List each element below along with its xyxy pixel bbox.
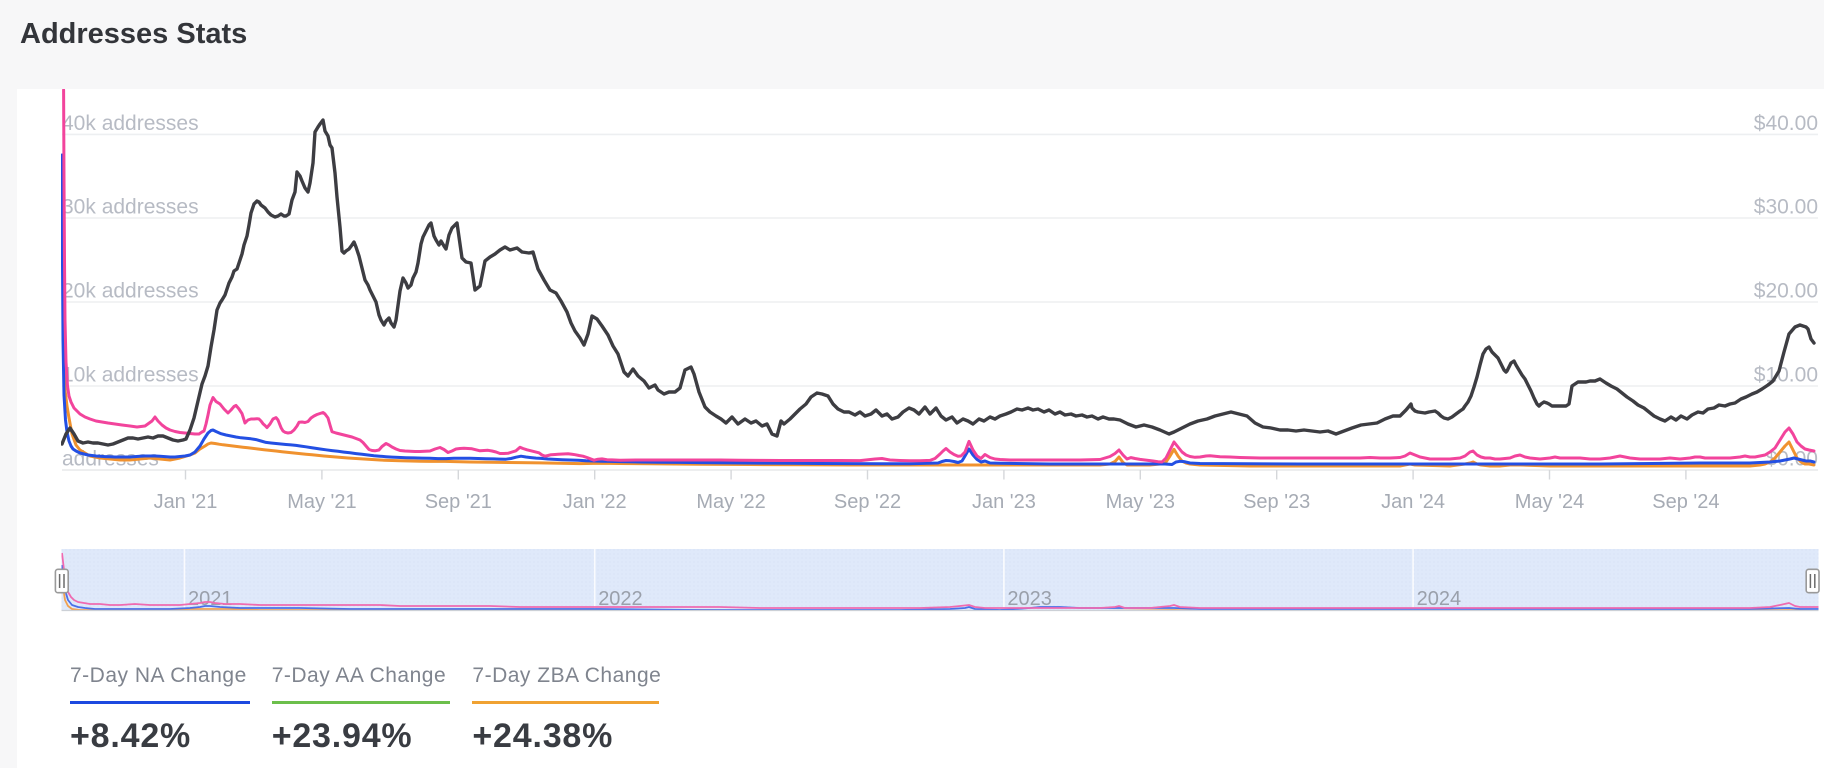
- svg-text:Sep '21: Sep '21: [425, 491, 492, 513]
- svg-text:40k addresses: 40k addresses: [62, 112, 199, 135]
- svg-text:$10.00: $10.00: [1754, 364, 1818, 387]
- svg-text:$40.00: $40.00: [1754, 112, 1818, 135]
- svg-text:May '24: May '24: [1515, 491, 1584, 513]
- svg-text:2022: 2022: [598, 588, 643, 610]
- svg-text:Sep '23: Sep '23: [1243, 491, 1310, 513]
- svg-text:Sep '22: Sep '22: [834, 491, 901, 513]
- svg-text:May '21: May '21: [287, 491, 356, 513]
- svg-text:2023: 2023: [1007, 588, 1052, 610]
- svg-text:$20.00: $20.00: [1754, 280, 1818, 303]
- svg-text:10k addresses: 10k addresses: [62, 364, 199, 387]
- svg-text:2024: 2024: [1417, 588, 1462, 610]
- svg-text:30k addresses: 30k addresses: [62, 196, 199, 219]
- svg-text:Sep '24: Sep '24: [1652, 491, 1719, 513]
- svg-text:May '22: May '22: [696, 491, 765, 513]
- svg-text:Jan '23: Jan '23: [972, 491, 1036, 513]
- svg-text:Jan '24: Jan '24: [1381, 491, 1445, 513]
- svg-text:May '23: May '23: [1106, 491, 1175, 513]
- svg-text:20k addresses: 20k addresses: [62, 280, 199, 303]
- svg-text:Jan '22: Jan '22: [563, 491, 627, 513]
- svg-text:$30.00: $30.00: [1754, 196, 1818, 219]
- svg-text:Jan '21: Jan '21: [154, 491, 218, 513]
